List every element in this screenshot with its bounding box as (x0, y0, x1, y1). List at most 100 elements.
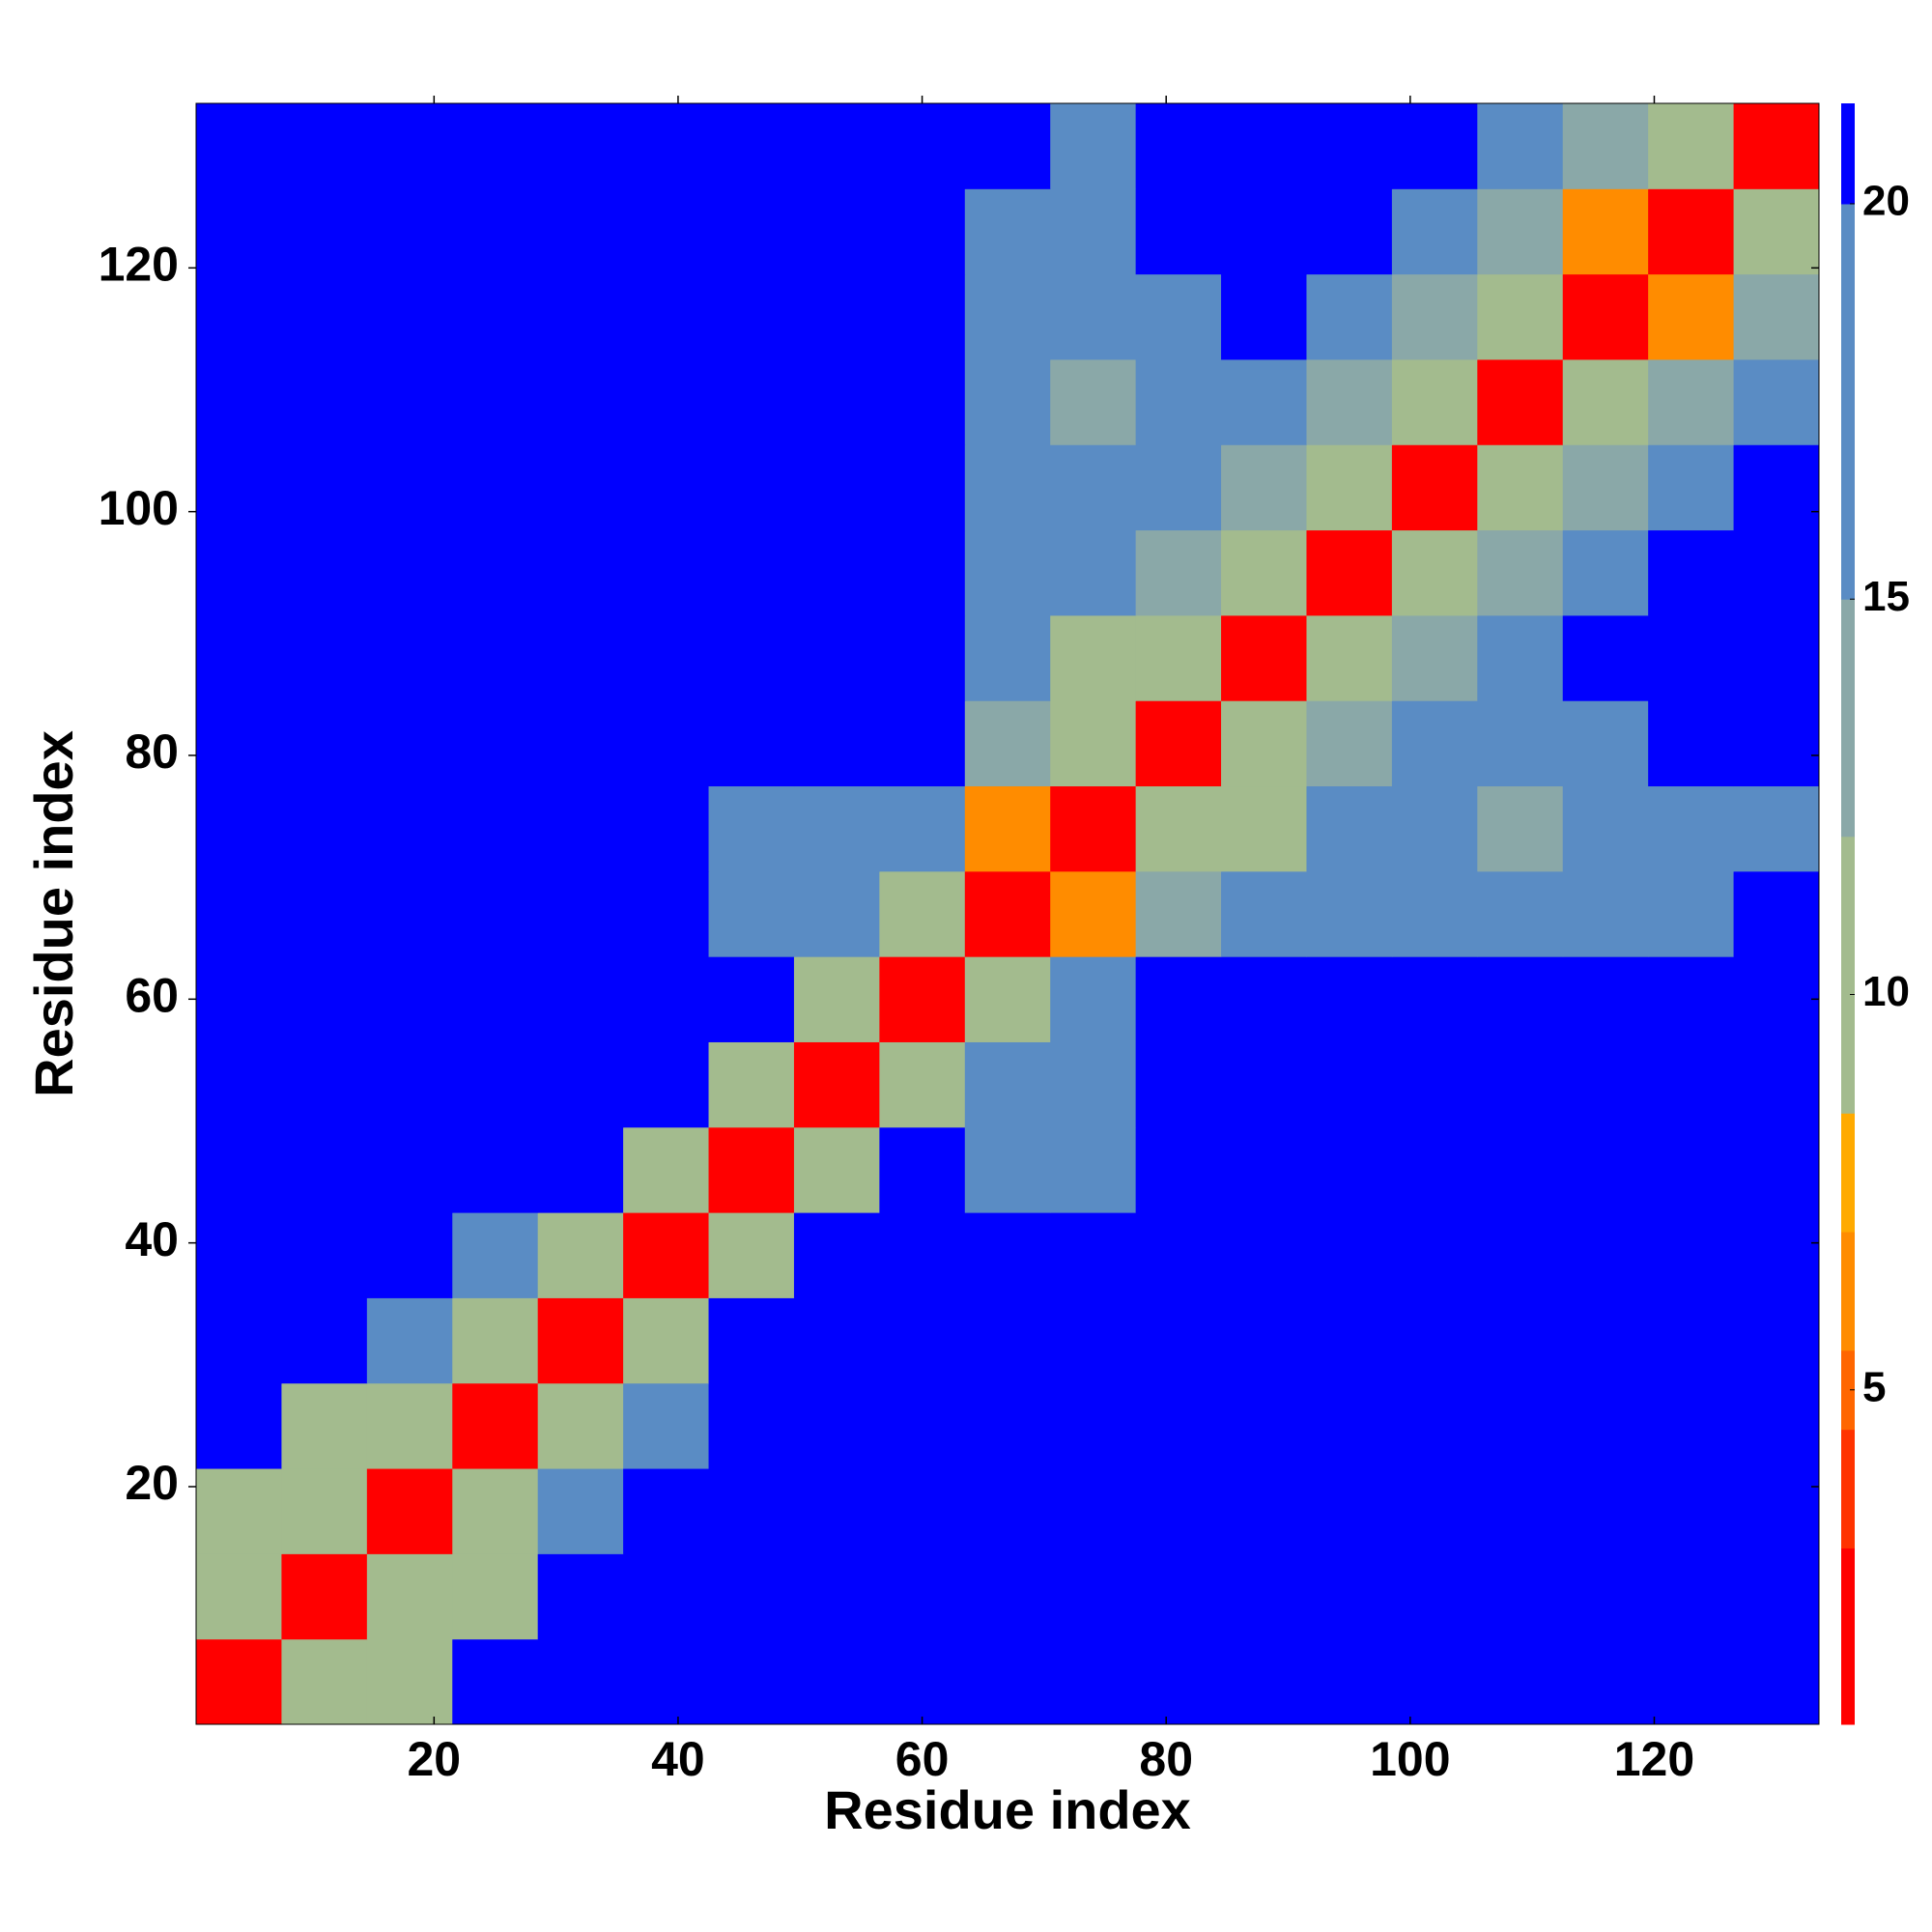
colorbar-segment (1841, 1350, 1855, 1431)
heatmap-cell (537, 1638, 624, 1725)
heatmap-cell (793, 1553, 880, 1640)
heatmap-cell (1391, 1126, 1478, 1213)
heatmap-cell (281, 700, 368, 787)
heatmap-cell (537, 358, 624, 445)
heatmap-cell (366, 1382, 453, 1469)
heatmap-cell (537, 444, 624, 531)
heatmap-cell (1391, 358, 1478, 445)
heatmap-cell (366, 956, 453, 1042)
heatmap-cell (1477, 103, 1564, 189)
heatmap-cell (537, 273, 624, 360)
heatmap-cell (623, 358, 710, 445)
heatmap-cell (1135, 1297, 1222, 1384)
heatmap-cell (1306, 103, 1393, 189)
heatmap-cell (793, 1126, 880, 1213)
heatmap-cell (879, 444, 966, 531)
heatmap-cell (1306, 1212, 1393, 1298)
heatmap-cell (1391, 785, 1478, 872)
heatmap-cell (964, 444, 1051, 531)
heatmap-cell (1221, 1212, 1307, 1298)
heatmap-cell (793, 529, 880, 616)
heatmap-cell (793, 700, 880, 787)
heatmap-cell (1306, 444, 1393, 531)
heatmap-cell (1221, 1553, 1307, 1640)
heatmap-cell (708, 273, 795, 360)
heatmap-cell (1562, 1638, 1649, 1725)
heatmap-cell (1562, 1297, 1649, 1384)
heatmap-cell (196, 529, 282, 616)
heatmap-cell (281, 1553, 368, 1640)
heatmap-cell (196, 785, 282, 872)
heatmap-cell (196, 273, 282, 360)
heatmap-cell (879, 358, 966, 445)
heatmap-cell (1477, 1382, 1564, 1469)
heatmap-cell (452, 1212, 539, 1298)
heatmap-cell (1050, 614, 1137, 701)
heatmap-cell (196, 358, 282, 445)
heatmap-cell (366, 444, 453, 531)
heatmap-cell (623, 273, 710, 360)
heatmap-cell (537, 785, 624, 872)
heatmap-cell (452, 529, 539, 616)
x-tick-label: 40 (651, 1732, 705, 1786)
heatmap-cell (1477, 956, 1564, 1042)
colorbar-tick-label: 15 (1862, 573, 1910, 620)
heatmap-cell (1477, 870, 1564, 957)
plot-frame (195, 102, 1820, 1725)
heatmap-cell (1221, 956, 1307, 1042)
heatmap-cell (1477, 700, 1564, 787)
heatmap-cell (879, 870, 966, 957)
heatmap-cell (1477, 1468, 1564, 1554)
heatmap-cell (879, 273, 966, 360)
heatmap-cell (1221, 529, 1307, 616)
heatmap-cell (1221, 358, 1307, 445)
heatmap-cell (879, 1212, 966, 1298)
heatmap-cell (879, 956, 966, 1042)
heatmap-cell (366, 614, 453, 701)
heatmap-cell (623, 1212, 710, 1298)
heatmap-cell (708, 529, 795, 616)
heatmap-cell (1562, 1553, 1649, 1640)
heatmap-cell (879, 700, 966, 787)
heatmap-cell (1477, 529, 1564, 616)
colorbar-segment (1841, 1232, 1855, 1351)
heatmap-cell (1135, 1468, 1222, 1554)
heatmap-cell (1050, 1638, 1137, 1725)
heatmap-cell (1306, 1468, 1393, 1554)
heatmap-cell (1733, 870, 1820, 957)
y-tick-label: 80 (125, 724, 179, 779)
heatmap-cell (1391, 870, 1478, 957)
colorbar-segment (1841, 1113, 1855, 1233)
heatmap-cell (537, 870, 624, 957)
heatmap-cell (1050, 444, 1137, 531)
heatmap-cell (708, 785, 795, 872)
heatmap-cell (1477, 1297, 1564, 1384)
heatmap-cell (1562, 700, 1649, 787)
heatmap-cell (1221, 444, 1307, 531)
heatmap-cell (793, 1468, 880, 1554)
heatmap-cell (1306, 1382, 1393, 1469)
heatmap-cell (708, 1212, 795, 1298)
heatmap-cell (1648, 273, 1735, 360)
heatmap-cell (1648, 1212, 1735, 1298)
heatmap-cell (281, 614, 368, 701)
heatmap-cell (537, 1126, 624, 1213)
heatmap-cell (964, 188, 1051, 275)
heatmap-cell (708, 956, 795, 1042)
heatmap-cell (1306, 956, 1393, 1042)
heatmap-cell (1135, 444, 1222, 531)
heatmap-cell (281, 956, 368, 1042)
heatmap-cell (1135, 529, 1222, 616)
heatmap-cell (1050, 1126, 1137, 1213)
heatmap-cell (452, 1382, 539, 1469)
heatmap-cell (708, 1382, 795, 1469)
heatmap-cell (366, 103, 453, 189)
heatmap-cell (1306, 1041, 1393, 1128)
heatmap-cell (1391, 956, 1478, 1042)
heatmap-cell (793, 1382, 880, 1469)
heatmap-cell (537, 1212, 624, 1298)
heatmap-cell (623, 1553, 710, 1640)
heatmap-cell (964, 1126, 1051, 1213)
heatmap-cell (281, 444, 368, 531)
